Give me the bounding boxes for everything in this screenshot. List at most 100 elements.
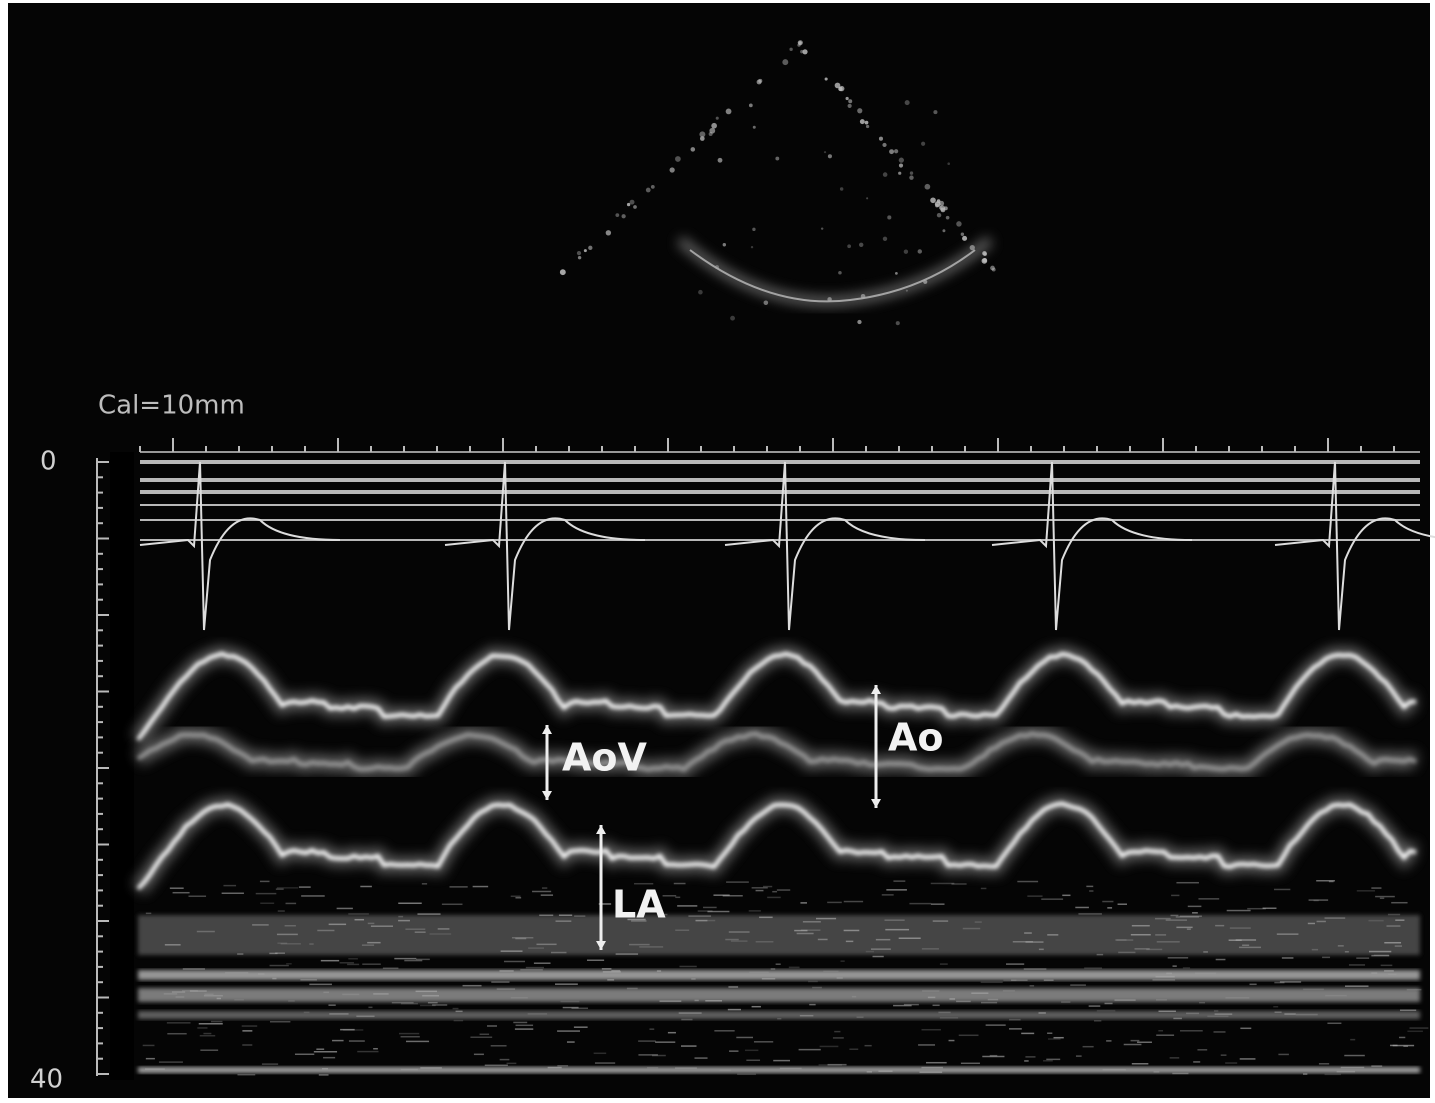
sector-speckle bbox=[578, 256, 581, 259]
tissue-speckle bbox=[1003, 980, 1016, 982]
tissue-speckle bbox=[511, 896, 521, 898]
sector-speckle bbox=[933, 110, 937, 114]
sector-speckle bbox=[726, 108, 732, 114]
tissue-speckle bbox=[1155, 918, 1171, 920]
sector-speckle bbox=[857, 320, 861, 324]
tissue-speckle bbox=[242, 1025, 257, 1027]
tissue-speckle bbox=[356, 1016, 374, 1018]
tissue-speckle bbox=[1137, 1041, 1152, 1043]
ao-label: Ao bbox=[888, 716, 944, 760]
tissue-speckle bbox=[772, 891, 777, 893]
tissue-speckle bbox=[1009, 1019, 1021, 1021]
tissue-speckle bbox=[928, 997, 935, 999]
tissue-speckle bbox=[737, 1074, 756, 1076]
tissue-speckle bbox=[286, 963, 292, 965]
sector-speckle bbox=[621, 214, 625, 218]
tissue-speckle bbox=[763, 886, 772, 888]
tissue-speckle bbox=[816, 918, 836, 920]
tissue-speckle bbox=[491, 1045, 507, 1047]
tissue-speckle bbox=[167, 1022, 191, 1024]
sector-speckle bbox=[910, 171, 913, 174]
tissue-speckle bbox=[470, 1037, 492, 1039]
tissue-speckle bbox=[204, 995, 223, 997]
tissue-speckle bbox=[504, 961, 525, 963]
tissue-speckle bbox=[1317, 921, 1326, 923]
tissue-speckle bbox=[1407, 989, 1422, 991]
sector-speckle bbox=[646, 188, 651, 193]
tissue-speckle bbox=[172, 991, 185, 993]
tissue-speckle bbox=[1247, 908, 1266, 910]
tissue-speckle bbox=[736, 1037, 753, 1039]
tissue-speckle bbox=[1284, 1013, 1295, 1015]
tissue-speckle bbox=[417, 913, 440, 915]
tissue-speckle bbox=[988, 999, 998, 1001]
tissue-speckle bbox=[286, 903, 297, 905]
tissue-speckle bbox=[899, 937, 921, 939]
tissue-speckle bbox=[1193, 1061, 1200, 1063]
tissue-speckle bbox=[500, 1059, 510, 1061]
tissue-speckle bbox=[277, 887, 298, 889]
tissue-speckle bbox=[933, 920, 948, 922]
tissue-speckle bbox=[1325, 1074, 1341, 1076]
sector-speckle bbox=[789, 48, 792, 51]
tissue-speckle bbox=[1195, 973, 1216, 975]
tissue-speckle bbox=[1106, 1040, 1111, 1042]
tissue-speckle bbox=[299, 886, 311, 888]
tissue-speckle bbox=[200, 1035, 215, 1037]
tissue-speckle bbox=[694, 1057, 707, 1059]
tissue-speckle bbox=[368, 1007, 372, 1009]
sector-speckle bbox=[588, 246, 592, 250]
tissue-speckle bbox=[1240, 1058, 1256, 1060]
sector-speckle bbox=[716, 117, 719, 120]
tissue-speckle bbox=[1344, 1055, 1365, 1057]
tissue-speckle bbox=[520, 969, 543, 971]
tissue-speckle bbox=[197, 931, 215, 933]
tissue-speckle bbox=[882, 894, 894, 896]
tissue-speckle bbox=[1371, 1065, 1382, 1067]
tissue-speckle bbox=[677, 905, 697, 907]
page: {"calibration": "Cal=10mm", "depth_scale… bbox=[0, 0, 1435, 1103]
tissue-speckle bbox=[1390, 1045, 1398, 1047]
tissue-speckle bbox=[714, 1030, 734, 1032]
tissue-speckle bbox=[1024, 1060, 1028, 1062]
tissue-speckle bbox=[971, 992, 988, 994]
tissue-speckle bbox=[256, 893, 277, 895]
sector-speckle bbox=[700, 136, 705, 141]
sector-speckle bbox=[670, 167, 675, 172]
tissue-speckle bbox=[776, 963, 781, 965]
sector-speckle bbox=[942, 229, 945, 232]
sector-speckle bbox=[800, 50, 804, 54]
sector-speckle bbox=[848, 104, 852, 108]
tissue-speckle bbox=[278, 910, 285, 912]
tissue-speckle bbox=[1391, 902, 1407, 904]
tissue-speckle bbox=[1132, 925, 1150, 927]
tissue-speckle bbox=[594, 1053, 607, 1055]
tissue-speckle bbox=[808, 981, 818, 983]
tissue-speckle bbox=[603, 971, 621, 973]
tissue-speckle bbox=[1371, 887, 1381, 889]
tissue-speckle bbox=[1114, 999, 1135, 1001]
tissue-speckle bbox=[362, 963, 381, 965]
tissue-speckle bbox=[512, 937, 533, 939]
tissue-speckle bbox=[837, 977, 843, 979]
tissue-speckle bbox=[1006, 963, 1024, 965]
tissue-speckle bbox=[777, 1018, 781, 1020]
sector-speckle bbox=[753, 126, 756, 129]
sector-speckle bbox=[797, 43, 800, 46]
tissue-speckle bbox=[170, 887, 184, 889]
tissue-speckle bbox=[1275, 1011, 1282, 1013]
tissue-speckle bbox=[340, 962, 354, 964]
tissue-speckle bbox=[1215, 1013, 1233, 1015]
sector-speckle bbox=[627, 203, 630, 206]
sector-speckle bbox=[775, 157, 779, 161]
sector-speckle bbox=[947, 162, 950, 165]
sector-speckle bbox=[883, 237, 887, 241]
tissue-speckle bbox=[225, 972, 248, 974]
tissue-speckle bbox=[1384, 970, 1394, 972]
sector-speckle bbox=[899, 158, 904, 163]
tissue-speckle bbox=[1187, 928, 1191, 930]
tissue-speckle bbox=[1207, 1016, 1228, 1018]
tissue-speckle bbox=[893, 880, 905, 882]
tissue-speckle bbox=[357, 1051, 378, 1053]
tissue-speckle bbox=[1225, 997, 1249, 999]
